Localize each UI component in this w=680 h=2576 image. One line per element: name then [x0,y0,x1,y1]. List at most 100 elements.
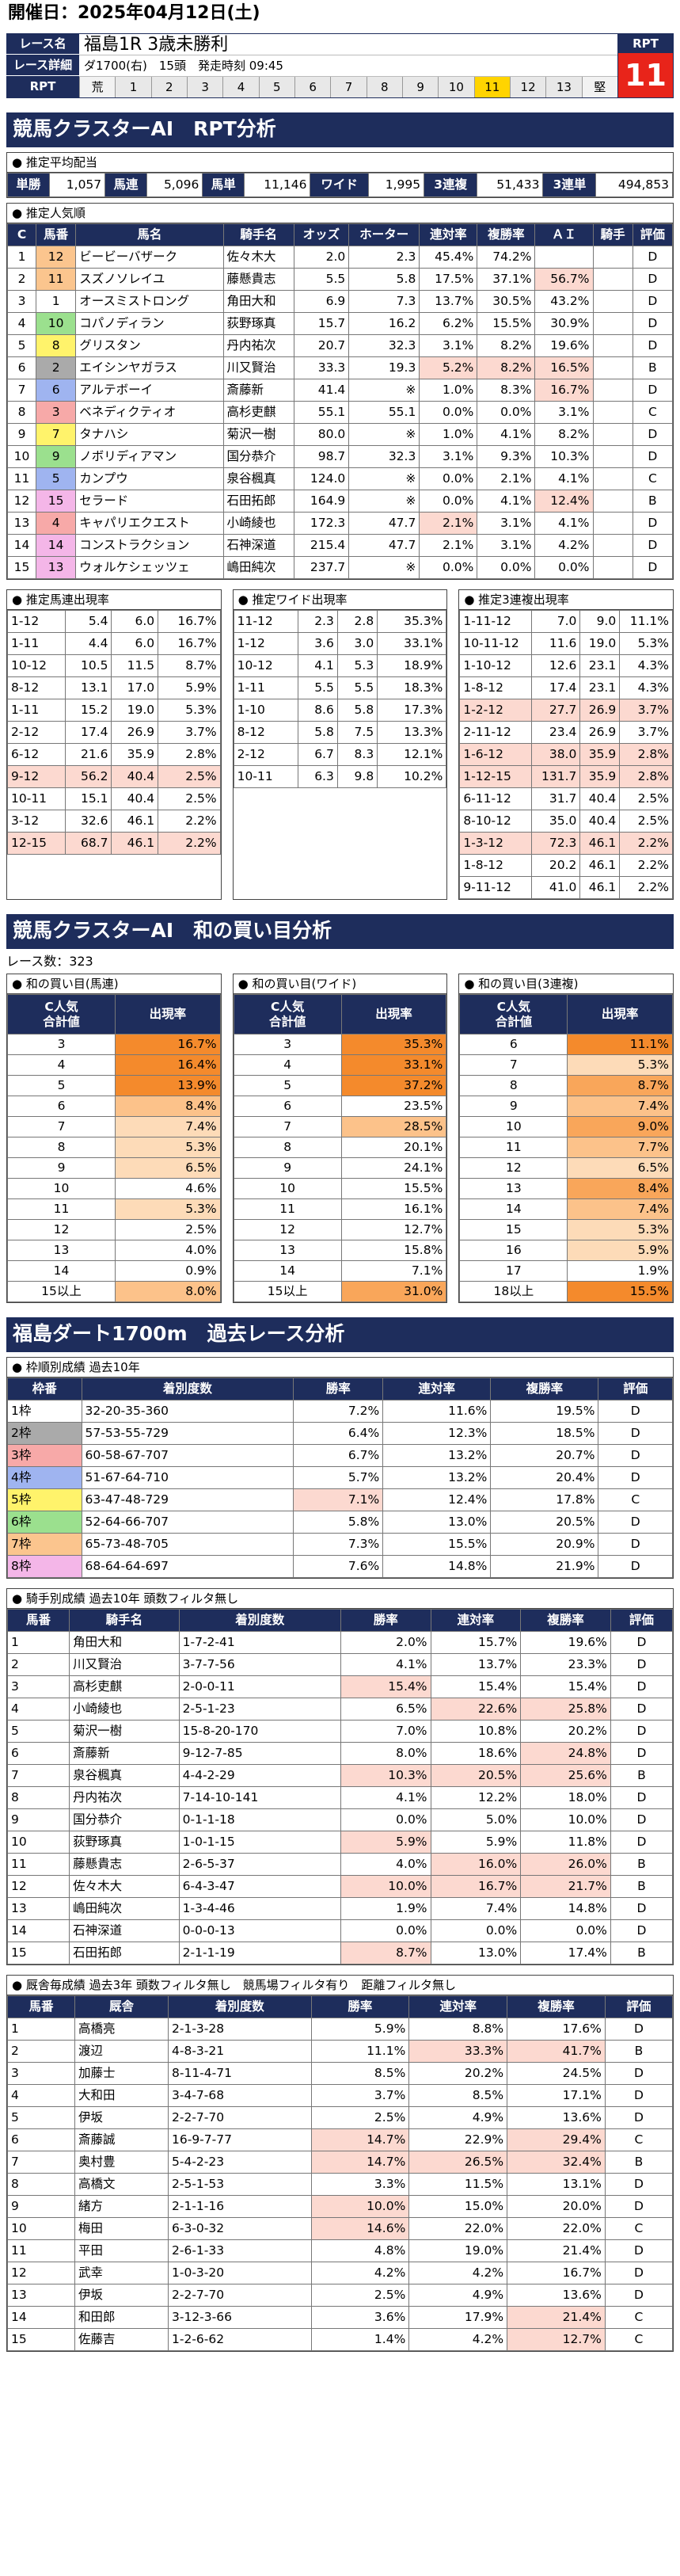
owner-row: 1 高橋亮 2-1-3-28 5.9% 8.8% 17.6% D [6,2018,674,2041]
owner-cell: 14.6% [310,2217,410,2241]
jockey-header: 勝率 [340,1609,431,1633]
estimate-title: ● 推定馬連出現率 [7,590,221,610]
owner-cell: 8 [6,2173,76,2197]
wa-sum: 9 [233,1157,342,1179]
popularity-cell: 4.2% [534,534,594,557]
owner-cell: 5.9% [310,2018,410,2041]
estimate-box: ● 推定馬連出現率 1-12 5.4 6.0 16.7% 1-11 4.4 6.0 16.7% 1… [6,589,222,900]
rpt-label: RPT [29,79,56,93]
estimate-row: 9-12 56.2 40.4 2.5% [7,765,221,788]
popularity-cell: 19.6% [534,334,594,357]
wa-rate: 33.1% [340,1054,447,1077]
rpt-scale-cell: 8 [366,77,402,97]
popularity-cell: D [632,534,674,557]
popularity-cell: 30.5% [477,290,536,313]
popularity-cell: 15.7 [293,312,350,335]
waku-cell: 13.0% [382,1511,492,1534]
popularity-cell: 215.4 [293,534,350,557]
rpt-scale-cell: 4 [222,77,259,97]
owner-cell: 2-5-1-53 [168,2173,312,2197]
wa-row: 10 15.5% [233,1178,447,1200]
owner-row: 6 斎藤誠 16-9-7-77 14.7% 22.9% 29.4% C [6,2128,674,2152]
estimate-cell: 9-11-12 [459,876,533,899]
popularity-cell: 2.1% [419,534,478,557]
popularity-cell [592,467,633,490]
estimate-cell: 8.7% [158,654,221,677]
owner-cell: 14.7% [310,2128,410,2152]
waku-cell: 18.5% [490,1422,599,1446]
wa-row: 16 5.9% [459,1240,673,1262]
popularity-cell: 4 [6,312,37,335]
estimate-row: 10-12 10.5 11.5 8.7% [7,654,221,677]
jockey-cell: 17.4% [520,1942,611,1965]
popularity-cell: 7 [36,423,77,446]
wa-sum: 12 [6,1219,116,1241]
waku-cell: 20.4% [490,1466,599,1490]
estimate-cell: 27.7 [531,699,581,722]
wa-rate: 7.1% [340,1260,447,1282]
popularity-cell [592,423,633,446]
wa-rate: 8.4% [567,1178,673,1200]
estimate-cell: 1-11-12 [459,610,533,633]
wa-row: 15以上 31.0% [233,1281,447,1303]
estimate-cell: 35.9 [579,765,621,788]
wa-header-row: C人気 合計値 出現率 [233,994,447,1035]
estimate-row: 10-11 15.1 40.4 2.5% [7,787,221,810]
popularity-cell: スズノソレイユ [75,268,224,291]
estimate-cell: 2.5% [619,787,673,810]
jockey-header: 連対率 [430,1609,522,1633]
popularity-cell: 0.0% [477,401,536,424]
wa-rate: 31.0% [340,1281,447,1303]
waku-cell: D [598,1533,673,1557]
estimate-cell: 35.9 [111,743,159,766]
race-info: レース名 レース詳細 RPT 福島1R 3歳未勝利 ダ1700(右) 15頭 発… [6,33,674,98]
popularity-cell [592,379,633,402]
jockey-header: 評価 [610,1609,674,1633]
owner-cell: 4 [6,2084,76,2108]
rpt-scale-cell: 3 [186,77,223,97]
wa-title: ● 和の買い目(馬連) [7,974,221,995]
race-name: 福島1R 3歳未勝利 [79,34,617,55]
estimate-cell: 1-8-12 [459,854,533,877]
section-past-analysis: 福島ダート1700m 過去レース分析 [6,1317,674,1353]
jockey-cell: 14 [6,1919,70,1943]
wa-sum: 11 [233,1198,342,1221]
waku-cell: 20.7% [490,1444,599,1468]
jockey-row: 9 国分恭介 0-1-1-18 0.0% 5.0% 10.0% D [6,1808,674,1832]
popularity-cell: 12 [6,490,37,513]
wa-row: 6 8.4% [6,1096,221,1118]
estimate-table: 1-12 5.4 6.0 16.7% 1-11 4.4 6.0 16.7% 10-12 10.5 1… [7,610,221,855]
popularity-header: 馬番 [36,223,77,246]
jockey-cell: D [610,1720,674,1743]
estimate-cell: 40.4 [579,810,621,833]
wa-table: C人気 合計値 出現率 3 35.3% 4 33.1% 5 37.2% 6 23.5% 7 28.5%… [233,994,447,1303]
jockey-cell: 15.7% [430,1631,522,1655]
waku-cell: 7枠 [7,1533,82,1557]
popularity-cell: 4.1% [534,467,594,490]
estimate-cell: 38.0 [531,743,581,766]
wa-rate: 7.4% [115,1116,221,1138]
wa-sum: 7 [459,1054,568,1077]
wa-sum: 6 [6,1096,116,1118]
popularity-cell: タナハシ [75,423,224,446]
estimate-cell: 2.2% [619,832,673,855]
jockey-row: 10 荻野琢真 1-0-1-15 5.9% 5.9% 11.8% D [6,1831,674,1854]
payout-value: 1,057 [48,173,106,197]
estimate-cell: 1-10-12 [459,654,533,677]
estimate-cell: 16.7% [158,610,221,633]
popularity-row: 8 3 ベネディクティオ 高杉吏麒 55.1 55.1 0.0% 0.0% 3.1% C [6,401,674,424]
owner-cell: 1-0-3-20 [168,2262,312,2285]
popularity-cell [592,356,633,379]
wa-sum: 13 [233,1240,342,1262]
estimate-cell: 2.5% [619,810,673,833]
popularity-cell: C [632,467,674,490]
jockey-cell: 24.8% [520,1742,611,1766]
wa-rate: 5.3% [115,1198,221,1221]
jockey-cell: 2-5-1-23 [178,1698,341,1721]
estimate-title: ● 推定3連複出現率 [459,590,673,610]
estimate-cell: 13.1 [64,676,112,699]
popularity-cell: 14 [36,534,77,557]
wa-sum: 7 [233,1116,342,1138]
waku-cell: 21.9% [490,1555,599,1579]
owner-cell: 17.6% [507,2018,606,2041]
